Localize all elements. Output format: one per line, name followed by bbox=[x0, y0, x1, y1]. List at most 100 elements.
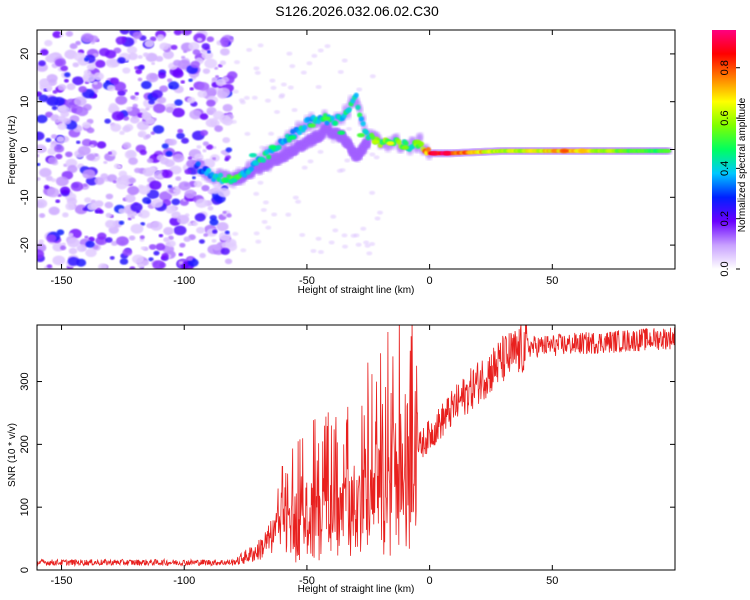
noise-blob bbox=[137, 64, 145, 71]
noise-blob bbox=[85, 248, 97, 258]
noise-blob bbox=[60, 245, 67, 251]
noise-blob bbox=[215, 78, 226, 87]
noise-blob bbox=[122, 125, 131, 133]
signal-core bbox=[358, 116, 364, 122]
signal-core bbox=[248, 166, 255, 172]
noise-blob bbox=[109, 103, 118, 110]
noise-blob bbox=[123, 89, 128, 93]
noise-blob bbox=[82, 121, 91, 129]
noise-blob bbox=[270, 85, 277, 90]
noise-blob bbox=[129, 266, 136, 269]
signal-core bbox=[363, 129, 370, 136]
noise-blob bbox=[97, 232, 107, 240]
noise-blob bbox=[59, 186, 71, 195]
signal-peak bbox=[386, 141, 395, 146]
noise-blob bbox=[146, 222, 154, 229]
noise-blob bbox=[230, 119, 237, 124]
noise-blob bbox=[211, 77, 217, 82]
noise-blob bbox=[63, 78, 69, 83]
noise-blob bbox=[135, 68, 143, 75]
noise-blob bbox=[155, 243, 166, 251]
noise-blob bbox=[38, 213, 46, 218]
noise-blob bbox=[146, 72, 159, 83]
snr-x-tick-label: -150 bbox=[51, 575, 73, 587]
noise-blob bbox=[198, 239, 205, 244]
noise-blob bbox=[202, 141, 209, 147]
noise-blob bbox=[165, 30, 172, 33]
noise-blob bbox=[206, 36, 215, 43]
noise-blob bbox=[161, 169, 173, 179]
noise-blob bbox=[202, 68, 211, 75]
noise-blob bbox=[38, 94, 49, 103]
noise-blob bbox=[356, 87, 363, 92]
noise-blob bbox=[183, 50, 188, 54]
noise-blob bbox=[37, 162, 41, 167]
noise-blob bbox=[130, 223, 144, 234]
noise-blob bbox=[217, 187, 231, 198]
noise-blob bbox=[37, 249, 45, 260]
spectrogram-x-tick-label: -100 bbox=[173, 275, 195, 287]
noise-blob bbox=[301, 165, 308, 170]
noise-blob bbox=[68, 232, 74, 237]
noise-blob bbox=[374, 216, 381, 221]
noise-blob bbox=[45, 86, 52, 92]
noise-blob bbox=[315, 236, 322, 241]
noise-blob bbox=[155, 55, 164, 62]
noise-blob bbox=[291, 108, 298, 113]
noise-blob bbox=[246, 47, 253, 52]
signal-core bbox=[666, 149, 672, 153]
noise-blob bbox=[122, 67, 131, 74]
colorbar-ticks: 0.0 0.2 0.4 0.6 0.8 bbox=[719, 60, 740, 277]
snr-x-tick-label: -100 bbox=[173, 575, 195, 587]
noise-blob bbox=[280, 82, 287, 87]
signal-core bbox=[195, 161, 201, 167]
noise-blob bbox=[366, 251, 373, 256]
noise-blob bbox=[311, 53, 318, 58]
noise-blob bbox=[157, 37, 163, 42]
spectrogram-x-label: Height of straight line (km) bbox=[298, 285, 415, 296]
spectrogram-x-tick-label: 50 bbox=[546, 275, 558, 287]
noise-blob bbox=[159, 191, 173, 202]
noise-blob bbox=[115, 95, 128, 105]
spectrogram-y-label: Frequency (Hz) bbox=[7, 116, 18, 185]
noise-blob bbox=[330, 214, 337, 219]
noise-blob bbox=[253, 231, 260, 236]
noise-blob bbox=[172, 153, 185, 163]
noise-blob bbox=[261, 219, 268, 224]
noise-blob bbox=[201, 43, 210, 50]
noise-blob bbox=[48, 206, 60, 216]
noise-blob bbox=[360, 226, 367, 231]
noise-blob bbox=[377, 210, 384, 215]
noise-blob bbox=[137, 212, 143, 217]
noise-blob bbox=[224, 157, 230, 162]
noise-blob bbox=[116, 236, 129, 246]
noise-blob bbox=[269, 78, 276, 83]
noise-blob bbox=[163, 226, 174, 236]
noise-blob bbox=[170, 103, 177, 108]
noise-blob bbox=[105, 193, 114, 200]
snr-series-line bbox=[37, 325, 675, 567]
noise-blob bbox=[38, 60, 46, 67]
noise-blob bbox=[251, 95, 258, 100]
noise-blob bbox=[45, 137, 52, 143]
noise-blob bbox=[212, 110, 225, 120]
signal-trace bbox=[193, 92, 673, 189]
noise-blob bbox=[222, 103, 233, 112]
noise-blob bbox=[67, 256, 80, 266]
noise-blob bbox=[46, 74, 58, 83]
noise-blob bbox=[199, 252, 206, 259]
signal-core bbox=[396, 139, 402, 145]
noise-blob bbox=[123, 116, 130, 121]
noise-blob bbox=[342, 244, 349, 249]
colorbar-tick-label: 0.8 bbox=[719, 60, 731, 75]
noise-blob bbox=[158, 233, 164, 238]
noise-blob bbox=[189, 87, 194, 91]
snr-x-ticks: -150 -100 -50 0 50 bbox=[51, 325, 558, 587]
noise-blob bbox=[105, 212, 112, 218]
noise-blob bbox=[278, 94, 285, 99]
noise-blob bbox=[127, 185, 140, 196]
signal-peak bbox=[356, 132, 365, 138]
noise-blob bbox=[244, 131, 251, 136]
noise-blob bbox=[87, 202, 98, 211]
